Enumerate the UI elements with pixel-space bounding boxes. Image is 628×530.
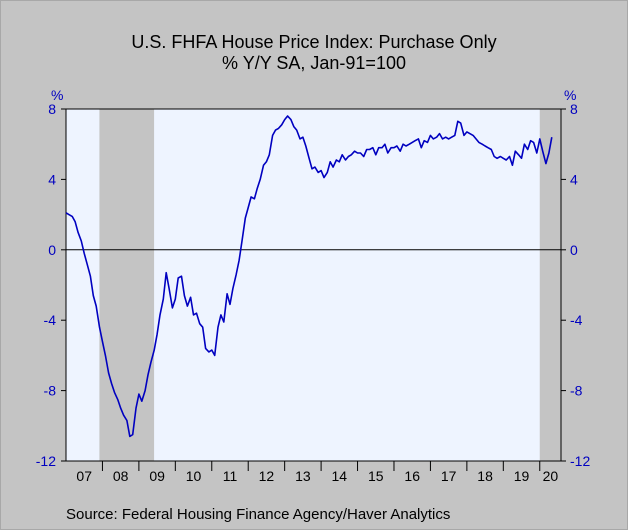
left-y-tick-label: -8 bbox=[44, 383, 57, 399]
right-y-tick-label: 8 bbox=[570, 101, 578, 117]
x-tick-label: 20 bbox=[543, 468, 559, 484]
source-note: Source: Federal Housing Finance Agency/H… bbox=[66, 506, 451, 523]
right-y-tick-label: -4 bbox=[570, 312, 583, 328]
plot-border bbox=[65, 108, 562, 462]
x-tick-label: 07 bbox=[76, 468, 92, 484]
right-y-tick-label: 0 bbox=[570, 242, 578, 258]
x-tick-label: 19 bbox=[514, 468, 530, 484]
right-y-tick-label: 4 bbox=[570, 171, 578, 187]
right-y-tick-label: -8 bbox=[570, 383, 583, 399]
x-tick-label: 18 bbox=[477, 468, 493, 484]
left-y-tick-label: 4 bbox=[48, 171, 56, 187]
x-tick-label: 11 bbox=[223, 468, 238, 484]
x-tick-label: 12 bbox=[259, 468, 275, 484]
x-tick-label: 14 bbox=[332, 468, 348, 484]
x-tick-label: 09 bbox=[149, 468, 165, 484]
chart-subtitle: % Y/Y SA, Jan-91=100 bbox=[222, 53, 406, 73]
left-y-tick-label: 8 bbox=[48, 101, 56, 117]
left-y-tick-label: -4 bbox=[44, 312, 57, 328]
right-y-tick-label: -12 bbox=[570, 453, 590, 469]
x-tick-label: 16 bbox=[404, 468, 420, 484]
left-unit-label: % bbox=[51, 87, 63, 103]
x-tick-label: 08 bbox=[113, 468, 129, 484]
x-tick-label: 13 bbox=[295, 468, 311, 484]
recession-band-2 bbox=[539, 109, 561, 461]
right-unit-label: % bbox=[564, 87, 576, 103]
recession-band-1 bbox=[99, 109, 155, 461]
x-tick-label: 15 bbox=[368, 468, 384, 484]
x-tick-label: 17 bbox=[441, 468, 457, 484]
x-tick-label: 10 bbox=[186, 468, 202, 484]
left-y-tick-label: -12 bbox=[36, 453, 56, 469]
series-line bbox=[65, 115, 553, 438]
left-y-tick-label: 0 bbox=[48, 242, 56, 258]
chart-title: U.S. FHFA House Price Index: Purchase On… bbox=[131, 32, 497, 52]
